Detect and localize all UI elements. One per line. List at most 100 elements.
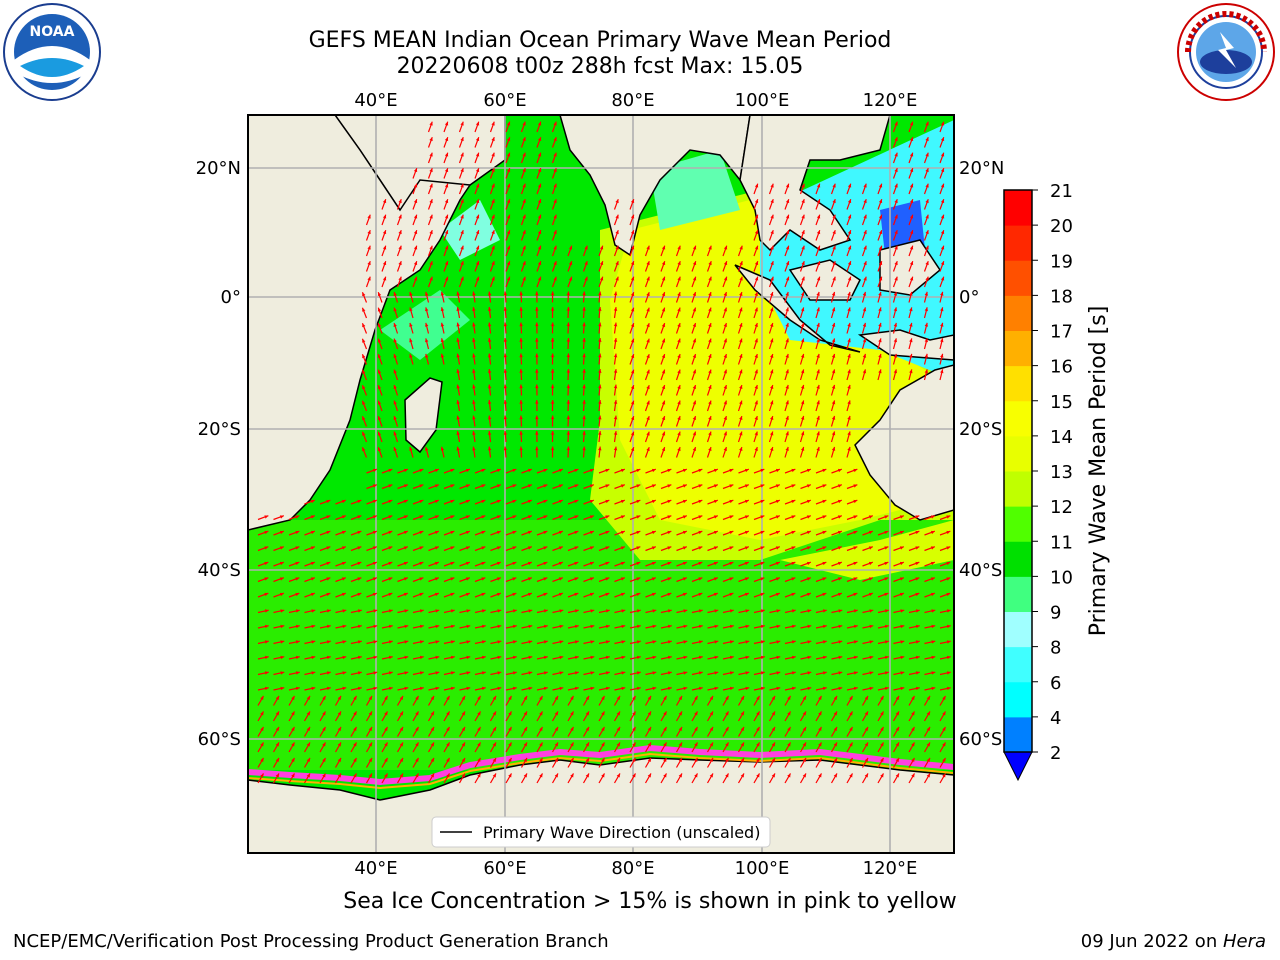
wave-arrow-head (264, 671, 269, 675)
wave-arrow-head (496, 515, 501, 519)
wave-arrow-head (754, 183, 759, 188)
wave-arrow-head (574, 640, 579, 644)
wave-arrow-head (481, 686, 486, 691)
wave-arrow-head (620, 484, 625, 488)
wave-arrow-head (744, 499, 749, 504)
wave-arrow-head (522, 183, 526, 188)
wave-arrow-head (481, 515, 486, 519)
wave-arrow-head (770, 230, 774, 235)
wave-arrow-head (403, 561, 408, 566)
wave-arrow-head (740, 757, 744, 762)
wave-arrow-head (646, 338, 650, 343)
wave-arrow-head (620, 592, 625, 597)
wave-arrow-head (435, 624, 440, 629)
wave-arrow-head (816, 199, 821, 204)
wave-arrow-head (527, 499, 532, 504)
wave-arrow-head (590, 609, 595, 613)
wave-arrow-head (590, 671, 595, 675)
wave-arrow-head (522, 168, 526, 173)
wave-arrow-head (785, 214, 790, 219)
wave-arrow-head (739, 354, 743, 358)
wave-arrow-head (787, 726, 791, 731)
wave-arrow-head (481, 499, 486, 504)
wave-arrow-head (492, 773, 496, 778)
wave-arrow-head (404, 609, 409, 613)
wave-arrow-head (574, 561, 579, 566)
wave-arrow-head (725, 726, 729, 731)
wave-arrow-head (878, 183, 883, 188)
wave-arrow-head (341, 577, 346, 581)
lat-label-60s-right: 60°S (959, 729, 1002, 750)
wave-arrow-head (425, 322, 429, 327)
wave-arrow-head (837, 530, 842, 535)
wave-arrow-head (909, 245, 914, 250)
wave-arrow-head (739, 276, 743, 281)
wave-arrow-head (601, 742, 605, 747)
wave-arrow-head (930, 515, 935, 519)
wave-arrow-head (620, 577, 625, 581)
wave-arrow-head (729, 530, 734, 535)
wave-arrow-head (806, 546, 811, 550)
bottom-lon-labels: 40°E 60°E 80°E 100°E 120°E (354, 858, 917, 879)
wave-arrow-head (444, 245, 449, 250)
wave-arrow-head (264, 624, 269, 629)
wave-arrow-head (512, 484, 517, 488)
wave-arrow-head (415, 773, 419, 778)
wave-arrow-head (930, 592, 935, 597)
wave-arrow-head (503, 369, 508, 373)
wave-arrow-head (368, 726, 372, 731)
lon-label-120e-top: 120°E (863, 90, 918, 111)
wave-arrow-head (667, 671, 672, 675)
wave-arrow-head (822, 468, 827, 473)
wave-arrow-head (636, 484, 641, 488)
wave-arrow-head (503, 291, 508, 296)
wave-arrow-head (393, 292, 397, 296)
wave-arrow-head (446, 742, 450, 747)
wave-arrow-head (630, 292, 635, 297)
wave-arrow-head (864, 773, 868, 778)
wave-arrow-head (880, 757, 884, 762)
wave-arrow-head (818, 695, 822, 700)
wave-arrow-head (465, 499, 470, 504)
wave-arrow-head (713, 546, 718, 550)
wave-arrow-head (450, 592, 455, 597)
wave-arrow-head (388, 655, 393, 660)
wave-arrow-head (729, 484, 734, 488)
wave-arrow-head (771, 773, 775, 778)
wave-arrow-head (915, 686, 920, 691)
wave-arrow-head (497, 640, 502, 644)
wave-arrow-head (605, 686, 610, 691)
wave-arrow-head (554, 726, 558, 731)
wave-arrow-head (754, 261, 759, 266)
wave-arrow-head (512, 655, 517, 660)
wave-arrow-head (677, 385, 681, 390)
wave-arrow-head (310, 515, 315, 519)
wave-arrow-head (264, 640, 269, 644)
wave-arrow-head (822, 624, 827, 629)
wave-arrow-head (723, 416, 727, 421)
wave-arrow-head (775, 577, 780, 581)
wave-arrow-head (472, 307, 476, 311)
wave-arrow-head (925, 199, 929, 204)
wave-arrow-head (311, 624, 316, 629)
wave-arrow-head (652, 624, 657, 629)
wave-arrow-head (838, 640, 843, 644)
wave-arrow-head (275, 773, 279, 778)
wave-arrow-head (853, 671, 858, 675)
wave-arrow-head (822, 640, 827, 644)
wave-arrow-head (559, 624, 564, 629)
wave-arrow-head (708, 338, 712, 343)
wave-arrow-head (373, 655, 378, 660)
wave-arrow-head (456, 446, 460, 451)
colorbar-segment (1004, 435, 1032, 472)
wave-arrow-head (940, 121, 945, 126)
wave-arrow-head (900, 640, 905, 644)
wave-arrow-head (506, 245, 511, 250)
wave-arrow-head (528, 655, 533, 660)
wave-arrow-head (791, 577, 796, 581)
lat-label-60s-left: 60°S (198, 729, 241, 750)
wave-arrow-head (754, 292, 758, 296)
wave-arrow-head (714, 640, 719, 644)
wave-arrow-head (497, 624, 502, 629)
wave-arrow-head (940, 276, 945, 281)
